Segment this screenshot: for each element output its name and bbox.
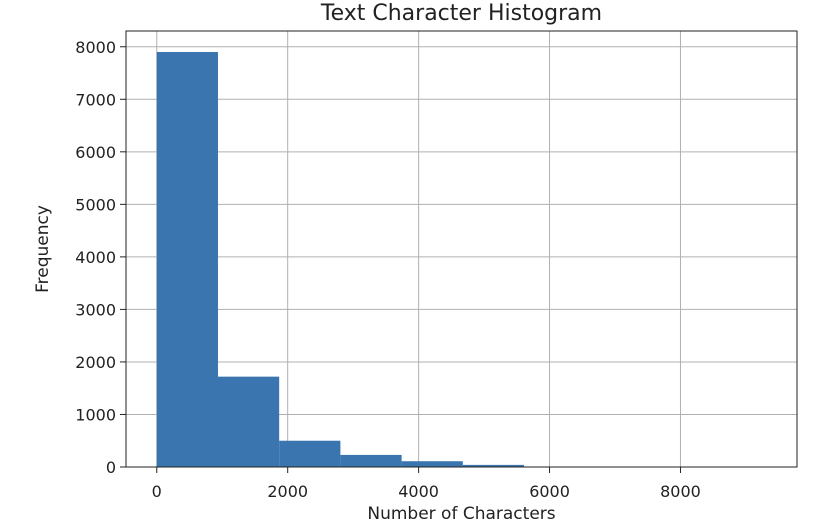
y-tick-label: 7000	[75, 90, 116, 109]
x-tick-label: 6000	[529, 482, 570, 501]
y-tick-label: 6000	[75, 143, 116, 162]
histogram-bar	[279, 441, 340, 467]
y-tick-label: 8000	[75, 38, 116, 57]
y-tick-label: 4000	[75, 248, 116, 267]
histogram-bar	[218, 377, 279, 467]
x-tick-label: 2000	[267, 482, 308, 501]
y-tick-label: 5000	[75, 195, 116, 214]
histogram-bar	[157, 52, 218, 467]
x-axis-label: Number of Characters	[367, 504, 555, 522]
y-tick-label: 1000	[75, 405, 116, 424]
y-tick-label: 3000	[75, 300, 116, 319]
x-tick-label: 0	[152, 482, 162, 501]
histogram-bar	[340, 455, 401, 467]
chart-title: Text Character Histogram	[320, 1, 602, 26]
histogram-bar	[402, 461, 463, 467]
x-tick-label: 4000	[398, 482, 439, 501]
y-tick-label: 2000	[75, 353, 116, 372]
y-axis-label: Frequency	[33, 205, 53, 293]
x-tick-label: 8000	[660, 482, 701, 501]
y-tick-label: 0	[106, 458, 116, 477]
bars	[157, 52, 769, 467]
